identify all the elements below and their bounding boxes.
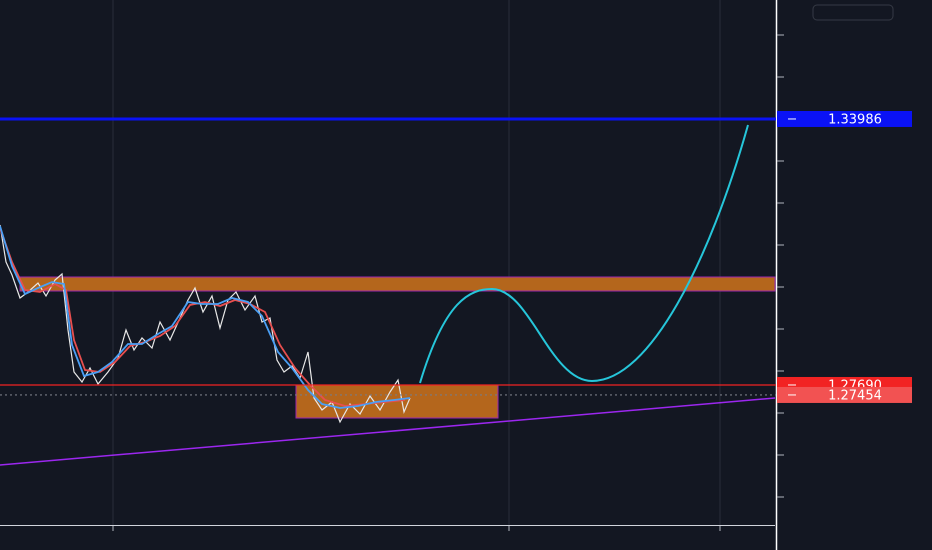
moving-average-slow <box>0 227 406 407</box>
price-label: 1.27454 <box>828 388 882 403</box>
trend-line <box>0 397 776 466</box>
resistance-zone <box>19 276 776 292</box>
moving-average-fast <box>0 225 411 409</box>
price-label-box <box>777 110 912 127</box>
toolbar-button[interactable] <box>812 4 894 21</box>
grid <box>112 0 721 525</box>
projection-curve <box>419 124 749 384</box>
price-series <box>0 224 411 424</box>
price-label-box <box>777 386 912 403</box>
axis-ticks <box>112 34 784 531</box>
price-label: 1.33986 <box>828 112 882 127</box>
